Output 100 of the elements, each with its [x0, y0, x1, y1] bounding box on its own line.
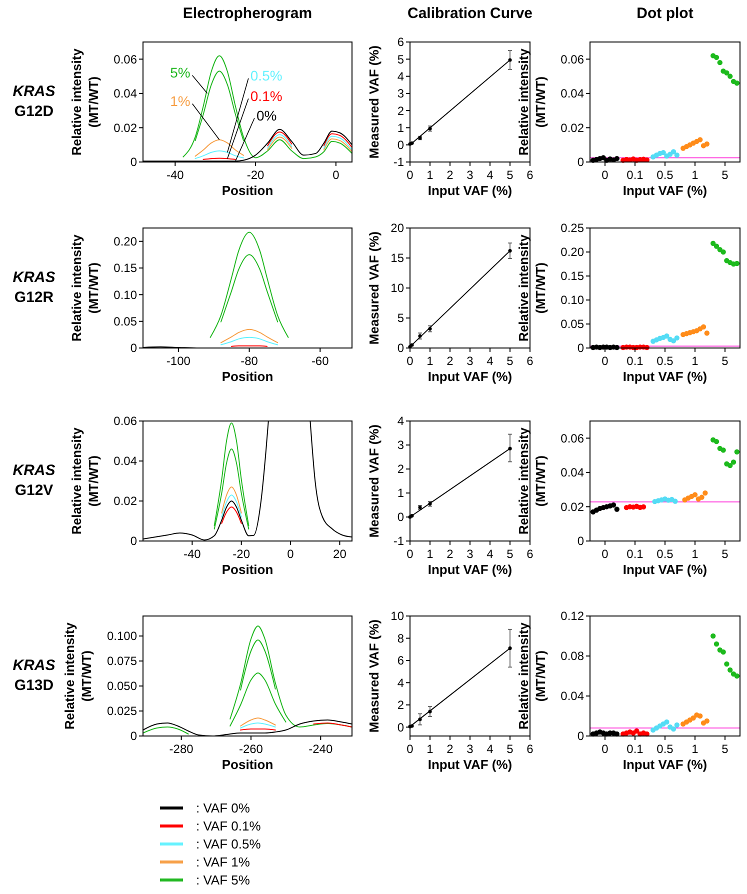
legend-label: : VAF 1%	[196, 854, 250, 870]
x-tick-label: 1	[692, 354, 699, 368]
x-tick-label: 6	[526, 354, 534, 368]
x-tick-label: 3	[466, 168, 474, 182]
y-tick-label: 10	[390, 609, 404, 624]
y-tick-label: 0.04	[560, 86, 584, 101]
annotation: 0%	[256, 107, 277, 124]
y-tick-label: 0.02	[560, 500, 584, 514]
text: KRAS G12R	[12, 269, 56, 306]
x-tick-label: 0	[287, 547, 294, 561]
annotation: 0.1%	[250, 88, 282, 104]
x-axis-title: Input VAF (%)	[622, 369, 708, 384]
y-tick-label: 0	[577, 155, 584, 170]
x-tick-label: 0	[406, 168, 414, 182]
text: KRAS G12D	[12, 83, 56, 120]
y-tick-label: 0.04	[114, 86, 138, 101]
x-axis-title: Input VAF (%)	[622, 562, 708, 577]
x-tick-label: 6	[526, 547, 534, 561]
x-tick-label: 3	[466, 742, 474, 756]
x-tick-label: 4	[486, 168, 494, 182]
x-tick-label: 6	[526, 168, 534, 182]
y-tick-label: 0.06	[560, 52, 584, 66]
x-tick-label: -40	[166, 168, 184, 182]
y-tick-label: 0.02	[560, 120, 584, 135]
x-tick-label: 5	[722, 354, 729, 368]
chart-title: Calibration Curve	[407, 5, 533, 22]
y-tick-label: 0	[130, 155, 138, 170]
x-tick-label: 0	[406, 547, 414, 561]
y-axis-title: Relative intensity (MT/WT)	[68, 48, 101, 156]
y-tick-label: 8	[397, 631, 404, 646]
legend-label: : VAF 0%	[196, 800, 250, 816]
x-tick-label: 0	[406, 354, 414, 368]
y-tick-label: 20	[390, 221, 404, 236]
x-tick-label: 5	[506, 742, 514, 756]
annotation: 5%	[170, 64, 190, 81]
x-tick-label: 1	[426, 742, 434, 756]
x-tick-label: 1	[692, 547, 699, 561]
x-tick-label: 2	[446, 742, 454, 756]
x-tick-label: 0	[602, 354, 609, 368]
y-tick-label: 0.05	[560, 317, 584, 332]
x-tick-label: 3	[466, 547, 474, 561]
x-axis-title: Position	[222, 757, 274, 772]
y-tick-label: 0.20	[114, 234, 138, 249]
y-tick-label: 4	[397, 414, 404, 428]
annotation: 1%	[170, 92, 190, 109]
y-tick-label: 0	[397, 720, 404, 734]
x-tick-label: 2	[446, 168, 454, 182]
x-tick-label: -260	[238, 742, 264, 756]
y-tick-label: 0	[397, 341, 404, 356]
y-axis-title: Measured VAF (%)	[366, 231, 382, 345]
x-tick-label: 2	[446, 547, 454, 561]
legend-label: : VAF 0.1%	[196, 818, 262, 834]
y-axis-title: Relative intensity (MT/WT)	[62, 622, 94, 730]
x-tick-label: 4	[486, 547, 494, 561]
x-tick-label: 4	[486, 354, 494, 368]
y-tick-label: 4	[397, 676, 404, 690]
x-tick-label: 1	[692, 742, 699, 756]
y-tick-label: 0.08	[560, 649, 584, 664]
annotation: 0.5%	[250, 68, 282, 84]
x-tick-label: 0.1	[626, 547, 644, 561]
x-axis-title: Input VAF (%)	[428, 369, 512, 384]
y-axis-title: Relative intensity (MT/WT)	[68, 234, 101, 342]
chart-title: Electropherogram	[182, 5, 312, 22]
y-tick-label: 5	[397, 52, 404, 66]
y-axis-title: Relative intensity (MT/WT)	[516, 234, 548, 342]
y-tick-label: 0.15	[114, 261, 138, 276]
y-tick-label: 0	[130, 729, 138, 744]
y-axis-title: Relative intensity (MT/WT)	[516, 48, 548, 156]
x-tick-label: 0	[602, 742, 609, 756]
y-tick-label: 3	[397, 438, 404, 452]
y-tick-label: 0	[130, 341, 138, 356]
x-tick-label: 0.5	[656, 742, 674, 756]
x-tick-label: 5	[722, 168, 729, 182]
x-tick-label: 5	[722, 547, 729, 561]
y-tick-label: 0.20	[560, 245, 584, 260]
x-tick-label: 0.1	[626, 168, 644, 182]
y-tick-label: -1	[393, 534, 404, 548]
x-tick-label: -280	[169, 742, 194, 756]
y-tick-label: 0	[577, 534, 584, 548]
x-tick-label: 5	[506, 168, 514, 182]
legend-label: : VAF 0.5%	[196, 836, 262, 852]
x-axis-title: Position	[222, 562, 274, 577]
y-tick-label: 0.10	[560, 293, 584, 308]
y-axis-title: Relative intensity (MT/WT)	[68, 426, 101, 534]
y-tick-label: 0	[577, 729, 584, 744]
x-tick-label: 20	[333, 547, 347, 561]
y-tick-label: 0.04	[560, 689, 584, 704]
x-axis-title: Input VAF (%)	[622, 757, 708, 772]
x-tick-label: 1	[426, 547, 434, 561]
y-tick-label: 0.15	[560, 269, 584, 284]
y-tick-label: 0.25	[560, 221, 584, 236]
x-tick-label: 1	[692, 168, 699, 182]
x-axis-title: Input VAF (%)	[428, 183, 512, 198]
chart-title: Dot plot	[636, 5, 694, 22]
y-tick-label: 0	[397, 510, 404, 524]
y-tick-label: 2	[397, 462, 404, 476]
x-tick-label: 0	[602, 547, 609, 561]
y-axis-title: Measured VAF (%)	[366, 45, 382, 159]
y-tick-label: 0.05	[114, 314, 138, 329]
y-tick-label: 2	[397, 104, 404, 118]
